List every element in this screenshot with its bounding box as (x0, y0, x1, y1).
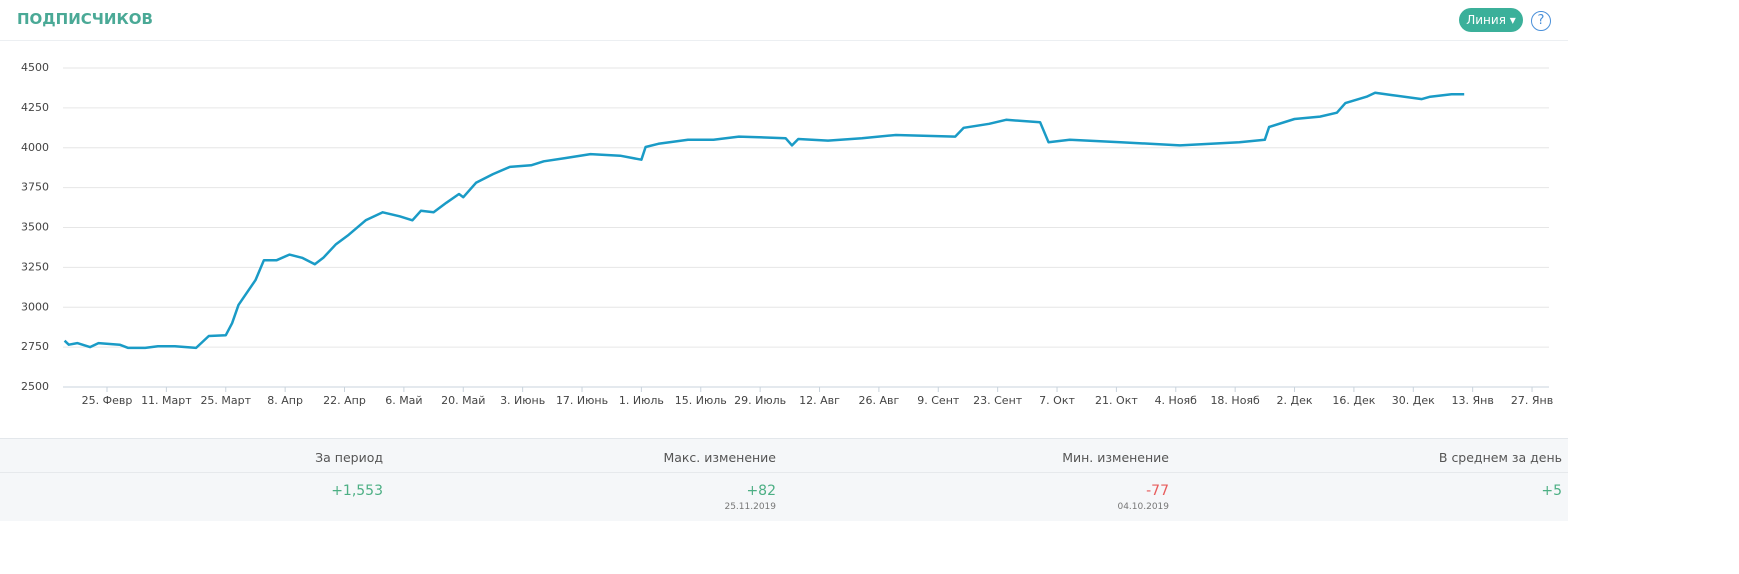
y-tick-label: 2500 (21, 380, 49, 393)
y-tick-label: 3500 (21, 221, 49, 234)
stats-panel: За период +1,553 Макс. изменение +82 25.11.2… (0, 438, 1568, 521)
x-tick-label: 11. Март (141, 394, 192, 407)
stat-label: Мин. изменение (1062, 450, 1169, 465)
x-tick-label: 7. Окт (1039, 394, 1075, 407)
y-tick-label: 4500 (21, 61, 49, 74)
stat-label: Макс. изменение (663, 450, 776, 465)
divider (0, 472, 1568, 473)
x-tick-label: 6. Май (385, 394, 422, 407)
x-tick-label: 20. Май (441, 394, 485, 407)
x-tick-label: 1. Июль (619, 394, 664, 407)
stat-date: 04.10.2019 (1117, 502, 1169, 512)
x-tick-label: 22. Апр (323, 394, 366, 407)
y-tick-label: 3250 (21, 260, 49, 273)
stat-label: В среднем за день (1438, 450, 1562, 465)
x-tick-label: 30. Дек (1392, 394, 1435, 407)
x-tick-label: 29. Июль (734, 394, 786, 407)
x-tick-label: 25. Февр (82, 394, 133, 407)
x-tick-label: 17. Июнь (556, 394, 608, 407)
chart: 2500 2750 3000 3250 3500 3750 4000 4250 4500 25. … (21, 61, 1553, 407)
x-tick-label: 2. Дек (1277, 394, 1313, 407)
y-tick-label: 4250 (21, 101, 49, 114)
stat-value: -77 (1146, 483, 1169, 499)
x-tick-label: 15. Июль (675, 394, 727, 407)
stat-value: +5 (1541, 483, 1562, 499)
y-tick-label: 3000 (21, 300, 49, 313)
help-icon[interactable]: ? (1531, 11, 1551, 31)
x-tick-label: 23. Сент (973, 394, 1023, 407)
x-tick-label: 4. Нояб (1155, 394, 1198, 407)
y-tick-label: 4000 (21, 141, 49, 154)
x-tick-label: 13. Янв (1452, 394, 1494, 407)
line-series (63, 91, 1465, 350)
x-tick-label: 16. Дек (1332, 394, 1375, 407)
y-tick-label: 2750 (21, 340, 49, 353)
x-tick-label: 12. Авг (799, 394, 840, 407)
button-label[interactable]: Линия (1466, 13, 1506, 27)
x-tick-label: 18. Нояб (1210, 394, 1260, 407)
stat-date: 25.11.2019 (724, 502, 776, 512)
x-tick-label: 3. Июнь (500, 394, 545, 407)
x-tick-label: 26. Авг (859, 394, 900, 407)
x-tick-label: 9. Сент (917, 394, 960, 407)
stat-value: +1,553 (331, 483, 383, 499)
x-tick-label: 25. Март (200, 394, 251, 407)
x-tick-label: 8. Апр (267, 394, 303, 407)
y-tick-label: 3750 (21, 181, 49, 194)
stat-value: +82 (746, 483, 776, 499)
x-tick-label: 27. Янв (1511, 394, 1553, 407)
x-tick-label: 21. Окт (1095, 394, 1138, 407)
stat-label: За период (315, 450, 383, 465)
divider (0, 40, 1568, 41)
chart-type-button[interactable]: Линия ▾ (1459, 8, 1523, 32)
widget-title: ПОДПИСЧИКОВ (17, 10, 153, 28)
